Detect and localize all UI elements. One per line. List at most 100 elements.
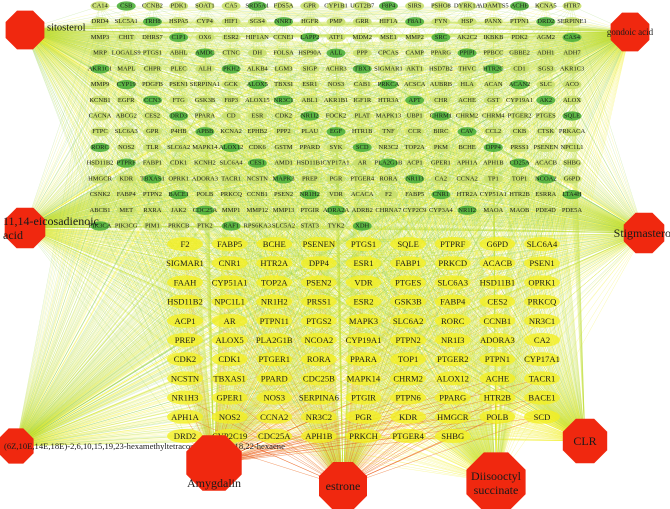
- target-node-cyp3a4[interactable]: CYP3A4: [429, 205, 454, 215]
- target-node-mapk3[interactable]: MAPK3: [273, 174, 295, 184]
- core-target-node-cdk2[interactable]: CDK2: [167, 352, 203, 367]
- target-node-nr1i2[interactable]: NR1I2: [457, 205, 477, 215]
- target-node-cab1[interactable]: CAB1: [352, 79, 372, 90]
- target-node-acacb[interactable]: ACACB: [535, 158, 558, 168]
- target-node-pkh2[interactable]: PKH2: [221, 64, 241, 74]
- core-target-node-ptger4[interactable]: PTGER4: [390, 429, 427, 443]
- target-node-cyp51a1[interactable]: CYP51A1: [480, 189, 507, 200]
- target-node-ptger4[interactable]: PTGER4: [350, 174, 375, 184]
- core-target-node-alox12[interactable]: ALOX12: [434, 371, 471, 386]
- target-node-cacna[interactable]: CACNA: [89, 111, 112, 121]
- target-node-gck[interactable]: GCK: [221, 79, 241, 90]
- core-target-node-faah[interactable]: FAAH: [167, 275, 203, 290]
- core-target-node-aph1a[interactable]: APH1A: [167, 409, 203, 424]
- target-node-apt[interactable]: APT: [405, 95, 425, 105]
- target-node-cd[interactable]: CD: [221, 111, 241, 121]
- target-node-esr2[interactable]: ESR2: [221, 32, 241, 43]
- target-node-dh[interactable]: DH: [247, 48, 267, 58]
- target-node-kdr[interactable]: KDR: [116, 174, 136, 184]
- target-node-alkb4[interactable]: ALKB4: [247, 64, 269, 74]
- core-target-node-ptgs2[interactable]: PTGS2: [300, 313, 337, 328]
- core-target-node-pparg[interactable]: PPARG: [434, 390, 471, 405]
- core-target-node-prss1[interactable]: PRSS1: [300, 294, 337, 309]
- target-node-gpr[interactable]: GPR: [142, 127, 162, 137]
- core-target-node-slc6a4[interactable]: SLC6A4: [524, 237, 560, 251]
- core-target-node-pla2g1b[interactable]: PLA2G1B: [256, 333, 293, 347]
- core-target-node-slc6a2[interactable]: SLC6A2: [390, 313, 427, 328]
- target-node-esr[interactable]: ESR: [247, 111, 267, 121]
- target-node-drd4[interactable]: DRD4: [90, 17, 110, 27]
- target-node-c1p1[interactable]: C1P1: [169, 32, 189, 43]
- target-node-folsa[interactable]: FOLSA: [273, 48, 294, 58]
- target-node-ppipi[interactable]: PPIPI: [457, 48, 477, 58]
- target-node-pmp[interactable]: PMP: [326, 17, 346, 27]
- core-target-node-top2a[interactable]: TOP2A: [256, 275, 293, 290]
- target-node-hla[interactable]: HLA: [457, 79, 477, 90]
- target-node-prss1[interactable]: PRSS1: [510, 142, 530, 153]
- core-target-node-ptpn6[interactable]: PTPN6: [390, 390, 427, 405]
- target-node-tyk2[interactable]: TYK2: [326, 221, 346, 231]
- target-node-cyp2c9[interactable]: CYP2C9: [403, 205, 426, 215]
- target-node-amdc[interactable]: AMDC: [195, 48, 215, 58]
- core-target-node-acp1[interactable]: ACP1: [167, 313, 203, 328]
- core-target-node-ptpn11[interactable]: PTPN11: [256, 313, 293, 328]
- target-node-hif1an[interactable]: HIF1AN: [246, 32, 269, 43]
- target-node-hsd7b2[interactable]: HSD7B2: [429, 64, 453, 74]
- core-target-node-hsd11b1[interactable]: HSD11B1: [479, 275, 516, 290]
- target-node-aph1a[interactable]: APH1A: [457, 158, 478, 168]
- target-node-drd3[interactable]: DRD3: [169, 111, 189, 121]
- target-node-ikbkb[interactable]: IKBKB: [483, 32, 504, 43]
- target-node-chr[interactable]: CHR: [431, 95, 451, 105]
- core-target-node-tbxas1[interactable]: TBXAS1: [211, 371, 248, 386]
- target-node-cyp19a1[interactable]: CYP19A1: [506, 95, 533, 105]
- target-node-egfr[interactable]: EGFR: [116, 95, 136, 105]
- target-node-soat1[interactable]: SOAT1: [195, 1, 215, 11]
- core-target-node-vdr[interactable]: VDR: [345, 275, 382, 290]
- target-node-ar[interactable]: AR: [352, 158, 372, 168]
- target-node-akr1c3[interactable]: AKR1C3: [560, 64, 585, 74]
- core-target-node-top1[interactable]: TOP1: [390, 352, 427, 367]
- target-node-plau[interactable]: PLAU: [300, 127, 320, 137]
- core-target-node-psen2[interactable]: PSEN2: [300, 275, 337, 290]
- target-node-hsp90a[interactable]: HSP90A: [298, 48, 322, 58]
- target-node-cyp1b1[interactable]: CYP1B1: [324, 1, 348, 11]
- target-node-chrm1[interactable]: CHRM1: [430, 111, 452, 121]
- target-node-psen2[interactable]: PSEN2: [274, 189, 293, 200]
- target-node-gbbe2[interactable]: GBBE2: [509, 48, 530, 58]
- core-target-node-prkcq[interactable]: PRKCQ: [524, 294, 560, 309]
- core-target-node-hmgcr[interactable]: HMGCR: [434, 409, 471, 424]
- target-node-tbxsi[interactable]: TBXSI: [274, 79, 294, 90]
- core-target-node-fabp5[interactable]: FABP5: [211, 237, 248, 251]
- core-target-node-rora[interactable]: RORA: [300, 352, 337, 367]
- target-node-fabp1[interactable]: FABP1: [143, 158, 162, 168]
- target-node-top1[interactable]: TOP1: [510, 174, 530, 184]
- target-node-ptpn1[interactable]: PTPN1: [510, 17, 529, 27]
- target-node-pdk2[interactable]: PDK2: [510, 32, 530, 43]
- target-node-gstm[interactable]: GSTM: [274, 142, 294, 153]
- target-node-alh[interactable]: ALH: [195, 64, 215, 74]
- core-target-node-dpp4[interactable]: DPP4: [300, 256, 337, 271]
- core-target-node-ptgs1[interactable]: PTGS1: [345, 237, 382, 251]
- target-node-maob[interactable]: MAOB: [510, 205, 530, 215]
- target-node-mmp13[interactable]: MMP13: [273, 205, 295, 215]
- core-target-node-cyp17a1[interactable]: CYP17A1: [524, 352, 560, 367]
- compound-node-estrone[interactable]: estrone: [319, 462, 367, 509]
- core-target-node-alox5[interactable]: ALOX5: [211, 333, 248, 347]
- target-node-mse1[interactable]: MSE1: [378, 32, 398, 43]
- core-target-node-bace1[interactable]: BACE1: [524, 390, 560, 405]
- target-node-kcna2[interactable]: KCNA2: [220, 127, 242, 137]
- target-node-kcnh2[interactable]: KCNH2: [194, 158, 216, 168]
- target-node-htr1b[interactable]: HTR1B: [352, 127, 373, 137]
- target-node-oprk1[interactable]: OPRK1: [168, 174, 189, 184]
- target-node-serpine1[interactable]: SERPINE1: [557, 17, 587, 27]
- target-node-raf1[interactable]: RAF1: [221, 221, 241, 231]
- core-target-node-shbg[interactable]: SHBG: [434, 429, 471, 443]
- target-node-sigmar1[interactable]: SIGMAR1: [374, 64, 403, 74]
- target-node-lgm3[interactable]: LGM3: [274, 64, 294, 74]
- target-node-mdm2[interactable]: MDM2: [352, 32, 372, 43]
- target-node-slc[interactable]: SLC: [536, 79, 556, 90]
- target-node-csnk2[interactable]: CSNK2: [90, 189, 111, 200]
- target-node-cdc25a[interactable]: CDC25A: [193, 205, 218, 215]
- target-node-prkcb[interactable]: PRKCB: [168, 221, 190, 231]
- target-node-panx[interactable]: PANX: [483, 17, 503, 27]
